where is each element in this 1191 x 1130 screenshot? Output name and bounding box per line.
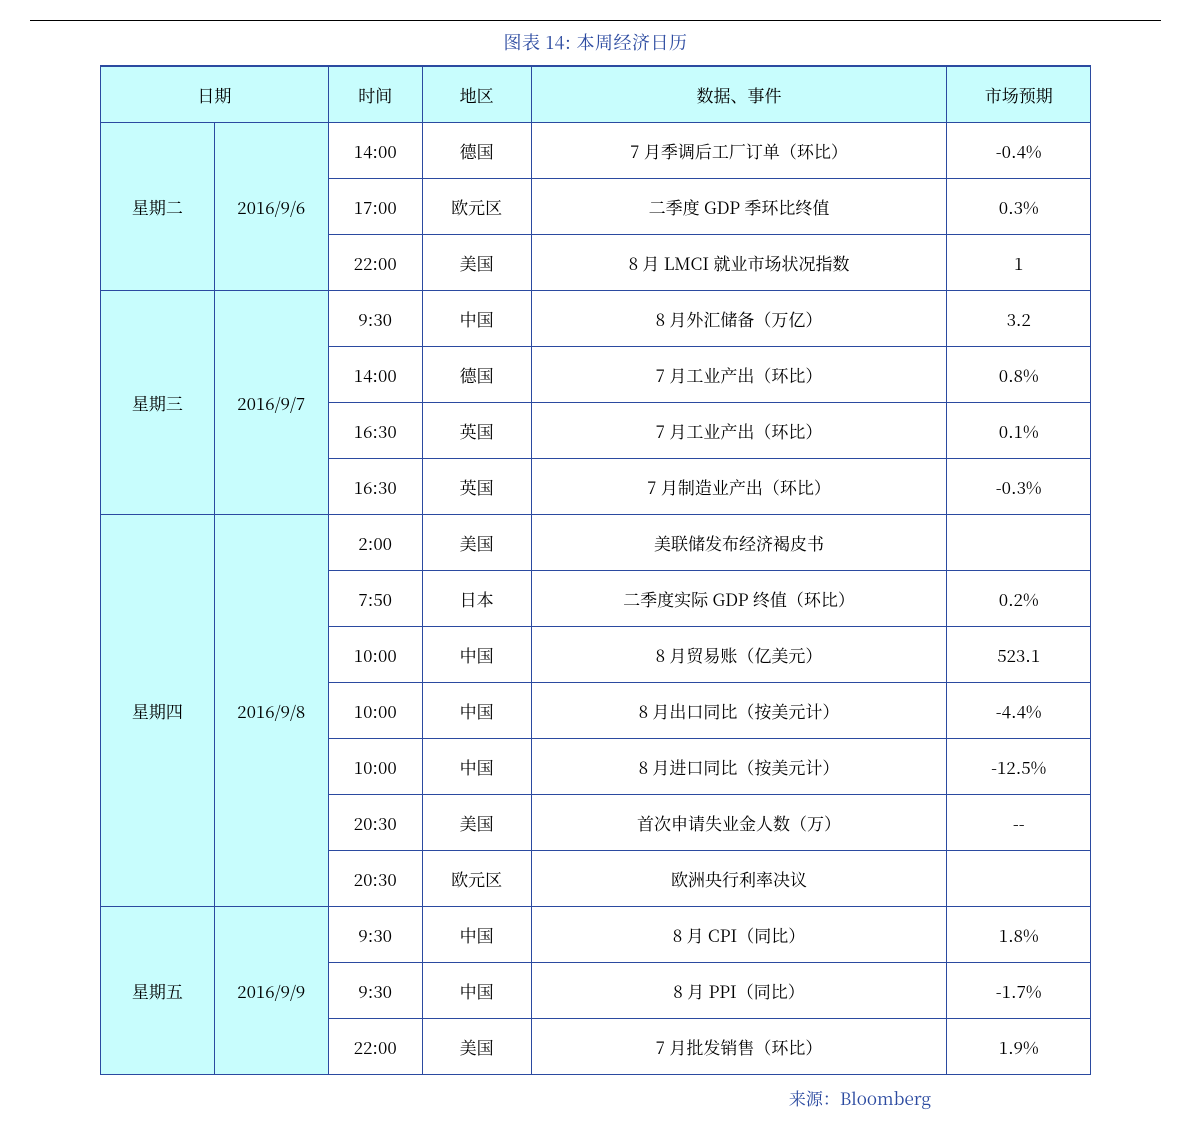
cell-expect: 1 [947, 235, 1091, 291]
cell-event: 二季度 GDP 季环比终值 [531, 179, 947, 235]
cell-region: 美国 [422, 515, 531, 571]
cell-expect: 1.8% [947, 907, 1091, 963]
cell-time: 10:00 [328, 627, 422, 683]
cell-region: 美国 [422, 795, 531, 851]
cell-event: 7 月批发销售（环比） [531, 1019, 947, 1075]
cell-time: 7:50 [328, 571, 422, 627]
cell-event: 欧洲央行利率决议 [531, 851, 947, 907]
cell-time: 16:30 [328, 403, 422, 459]
col-event: 数据、事件 [531, 66, 947, 123]
cell-expect: -0.4% [947, 123, 1091, 179]
table-caption: 图表 14: 本周经济日历 [30, 29, 1161, 55]
cell-event: 7 月季调后工厂订单（环比） [531, 123, 947, 179]
cell-region: 美国 [422, 1019, 531, 1075]
cell-time: 9:30 [328, 963, 422, 1019]
col-expect: 市场预期 [947, 66, 1091, 123]
cell-region: 德国 [422, 123, 531, 179]
cell-expect: 3.2 [947, 291, 1091, 347]
cell-expect: 0.2% [947, 571, 1091, 627]
cell-event: 8 月外汇储备（万亿） [531, 291, 947, 347]
cell-region: 欧元区 [422, 851, 531, 907]
source-line: 来源：Bloomberg [30, 1085, 931, 1110]
economic-calendar-table: 日期 时间 地区 数据、事件 市场预期 星期二2016/9/614:00德国7 … [100, 65, 1091, 1075]
cell-day: 星期三 [101, 291, 215, 515]
cell-expect: -0.3% [947, 459, 1091, 515]
cell-expect: -1.7% [947, 963, 1091, 1019]
cell-time: 22:00 [328, 1019, 422, 1075]
cell-event: 8 月 PPI（同比） [531, 963, 947, 1019]
cell-time: 17:00 [328, 179, 422, 235]
cell-time: 20:30 [328, 851, 422, 907]
cell-event: 8 月 CPI（同比） [531, 907, 947, 963]
cell-time: 10:00 [328, 683, 422, 739]
table-header-row: 日期 时间 地区 数据、事件 市场预期 [101, 66, 1091, 123]
col-date: 日期 [101, 66, 329, 123]
source-value: Bloomberg [840, 1085, 931, 1110]
cell-event: 8 月出口同比（按美元计） [531, 683, 947, 739]
cell-event: 首次申请失业金人数（万） [531, 795, 947, 851]
cell-event: 7 月工业产出（环比） [531, 403, 947, 459]
cell-event: 二季度实际 GDP 终值（环比） [531, 571, 947, 627]
cell-region: 中国 [422, 291, 531, 347]
cell-day: 星期二 [101, 123, 215, 291]
table-row: 星期二2016/9/614:00德国7 月季调后工厂订单（环比）-0.4% [101, 123, 1091, 179]
cell-time: 22:00 [328, 235, 422, 291]
cell-expect [947, 851, 1091, 907]
cell-event: 8 月进口同比（按美元计） [531, 739, 947, 795]
cell-expect: -4.4% [947, 683, 1091, 739]
table-row: 星期四2016/9/82:00美国美联储发布经济褐皮书 [101, 515, 1091, 571]
cell-region: 德国 [422, 347, 531, 403]
cell-expect: 0.8% [947, 347, 1091, 403]
cell-region: 中国 [422, 739, 531, 795]
cell-event: 8 月贸易账（亿美元） [531, 627, 947, 683]
cell-region: 英国 [422, 459, 531, 515]
cell-event: 7 月制造业产出（环比） [531, 459, 947, 515]
cell-time: 9:30 [328, 907, 422, 963]
cell-day: 星期四 [101, 515, 215, 907]
cell-expect: 0.3% [947, 179, 1091, 235]
cell-date: 2016/9/6 [214, 123, 328, 291]
col-time: 时间 [328, 66, 422, 123]
page-top-rule [30, 20, 1161, 21]
cell-expect [947, 515, 1091, 571]
table-row: 星期三2016/9/79:30中国8 月外汇储备（万亿）3.2 [101, 291, 1091, 347]
cell-region: 美国 [422, 235, 531, 291]
cell-time: 14:00 [328, 123, 422, 179]
source-label: 来源： [789, 1085, 840, 1110]
table-wrap: 日期 时间 地区 数据、事件 市场预期 星期二2016/9/614:00德国7 … [100, 65, 1091, 1075]
cell-time: 9:30 [328, 291, 422, 347]
cell-region: 中国 [422, 627, 531, 683]
cell-time: 16:30 [328, 459, 422, 515]
table-row: 星期五2016/9/99:30中国8 月 CPI（同比）1.8% [101, 907, 1091, 963]
cell-expect: -- [947, 795, 1091, 851]
cell-time: 10:00 [328, 739, 422, 795]
cell-region: 中国 [422, 683, 531, 739]
cell-event: 8 月 LMCI 就业市场状况指数 [531, 235, 947, 291]
cell-event: 美联储发布经济褐皮书 [531, 515, 947, 571]
cell-region: 中国 [422, 963, 531, 1019]
cell-date: 2016/9/8 [214, 515, 328, 907]
col-region: 地区 [422, 66, 531, 123]
cell-time: 14:00 [328, 347, 422, 403]
cell-expect: -12.5% [947, 739, 1091, 795]
cell-date: 2016/9/7 [214, 291, 328, 515]
cell-expect: 1.9% [947, 1019, 1091, 1075]
cell-expect: 0.1% [947, 403, 1091, 459]
cell-date: 2016/9/9 [214, 907, 328, 1075]
cell-region: 日本 [422, 571, 531, 627]
cell-region: 中国 [422, 907, 531, 963]
cell-region: 英国 [422, 403, 531, 459]
cell-region: 欧元区 [422, 179, 531, 235]
cell-time: 2:00 [328, 515, 422, 571]
cell-event: 7 月工业产出（环比） [531, 347, 947, 403]
cell-time: 20:30 [328, 795, 422, 851]
cell-expect: 523.1 [947, 627, 1091, 683]
cell-day: 星期五 [101, 907, 215, 1075]
